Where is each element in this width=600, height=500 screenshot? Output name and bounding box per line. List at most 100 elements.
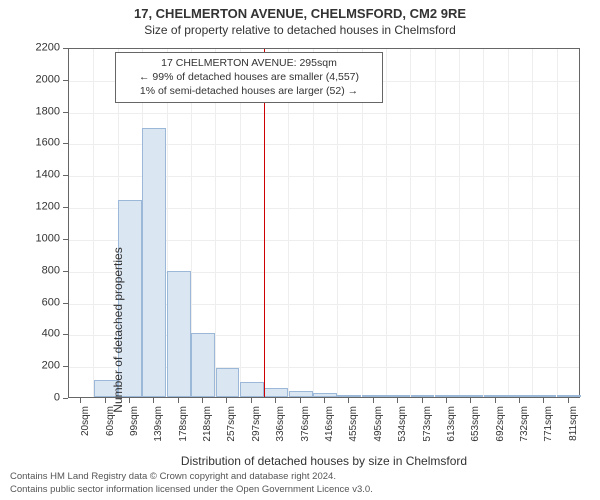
x-tick-label: 573sqm [422, 406, 433, 456]
x-tick [105, 398, 106, 403]
x-tick [373, 398, 374, 403]
histogram-bar [532, 395, 556, 397]
x-tick-label: 60sqm [105, 406, 116, 456]
annotation-box: 17 CHELMERTON AVENUE: 295sqm ← 99% of de… [115, 52, 383, 103]
x-tick-label: 811sqm [568, 406, 579, 456]
histogram-bar [337, 395, 361, 397]
x-tick-label: 297sqm [251, 406, 262, 456]
x-tick-label: 178sqm [178, 406, 189, 456]
gridline-v [557, 49, 558, 397]
x-tick [202, 398, 203, 403]
histogram-bar [313, 393, 337, 397]
y-tick [63, 48, 68, 49]
x-tick-label: 218sqm [202, 406, 213, 456]
y-tick-label: 2000 [20, 74, 60, 85]
x-tick [300, 398, 301, 403]
gridline-h [69, 113, 579, 114]
x-tick-label: 376sqm [300, 406, 311, 456]
x-tick [422, 398, 423, 403]
x-tick-label: 99sqm [129, 406, 140, 456]
gridline-v [459, 49, 460, 397]
histogram-bar [435, 395, 459, 397]
annotation-line: ← 99% of detached houses are smaller (4,… [122, 70, 376, 84]
gridline-v [483, 49, 484, 397]
y-tick [63, 239, 68, 240]
histogram-bar [167, 271, 191, 397]
histogram-bar [459, 395, 483, 397]
x-tick-label: 416sqm [324, 406, 335, 456]
x-tick-label: 257sqm [226, 406, 237, 456]
gridline-v [435, 49, 436, 397]
histogram-bar [289, 391, 313, 397]
y-axis-title: Number of detached properties [111, 230, 125, 430]
gridline-v [410, 49, 411, 397]
x-tick [324, 398, 325, 403]
x-tick-label: 534sqm [397, 406, 408, 456]
histogram-bar [191, 333, 215, 397]
x-tick-label: 495sqm [373, 406, 384, 456]
histogram-bar [142, 128, 166, 397]
x-tick [226, 398, 227, 403]
y-tick-label: 1400 [20, 170, 60, 181]
y-tick [63, 271, 68, 272]
histogram-bar [508, 395, 532, 397]
footnote: Contains public sector information licen… [10, 484, 373, 495]
y-tick-label: 1600 [20, 138, 60, 149]
gridline-v [386, 49, 387, 397]
x-tick-label: 455sqm [348, 406, 359, 456]
gridline-v [508, 49, 509, 397]
y-tick [63, 80, 68, 81]
y-tick [63, 207, 68, 208]
histogram-bar [264, 388, 288, 397]
y-tick-label: 800 [20, 265, 60, 276]
y-tick-label: 2200 [20, 43, 60, 54]
x-tick [446, 398, 447, 403]
gridline-v [93, 49, 94, 397]
y-tick-label: 200 [20, 361, 60, 372]
x-tick-label: 732sqm [519, 406, 530, 456]
y-tick [63, 143, 68, 144]
annotation-line: 17 CHELMERTON AVENUE: 295sqm [122, 56, 376, 70]
x-tick [348, 398, 349, 403]
x-tick-label: 653sqm [470, 406, 481, 456]
y-tick [63, 175, 68, 176]
y-tick [63, 334, 68, 335]
page-title: 17, CHELMERTON AVENUE, CHELMSFORD, CM2 9… [0, 0, 600, 21]
x-tick [495, 398, 496, 403]
x-tick [178, 398, 179, 403]
x-tick-label: 771sqm [543, 406, 554, 456]
histogram-bar [216, 368, 240, 397]
histogram-bar [240, 382, 264, 397]
y-tick [63, 366, 68, 367]
x-tick [543, 398, 544, 403]
y-tick-label: 400 [20, 329, 60, 340]
x-tick [80, 398, 81, 403]
histogram-bar [557, 395, 581, 397]
y-tick [63, 398, 68, 399]
histogram-bar [484, 395, 508, 397]
page-subtitle: Size of property relative to detached ho… [0, 21, 600, 37]
x-tick-label: 139sqm [153, 406, 164, 456]
x-tick [251, 398, 252, 403]
x-tick [470, 398, 471, 403]
x-tick-label: 20sqm [80, 406, 91, 456]
x-tick-label: 692sqm [495, 406, 506, 456]
x-tick [275, 398, 276, 403]
x-axis-title: Distribution of detached houses by size … [68, 454, 580, 468]
x-tick [153, 398, 154, 403]
annotation-line: 1% of semi-detached houses are larger (5… [122, 84, 376, 98]
y-tick-label: 600 [20, 297, 60, 308]
y-tick-label: 1200 [20, 202, 60, 213]
x-tick-label: 336sqm [275, 406, 286, 456]
x-tick-label: 613sqm [446, 406, 457, 456]
histogram-bar [386, 395, 410, 397]
gridline-v [532, 49, 533, 397]
y-tick-label: 1800 [20, 106, 60, 117]
chart-container: 17, CHELMERTON AVENUE, CHELMSFORD, CM2 9… [0, 0, 600, 500]
footnote: Contains HM Land Registry data © Crown c… [10, 471, 336, 482]
y-tick-label: 1000 [20, 233, 60, 244]
y-tick [63, 112, 68, 113]
x-tick [568, 398, 569, 403]
x-tick [519, 398, 520, 403]
histogram-bar [411, 395, 435, 397]
